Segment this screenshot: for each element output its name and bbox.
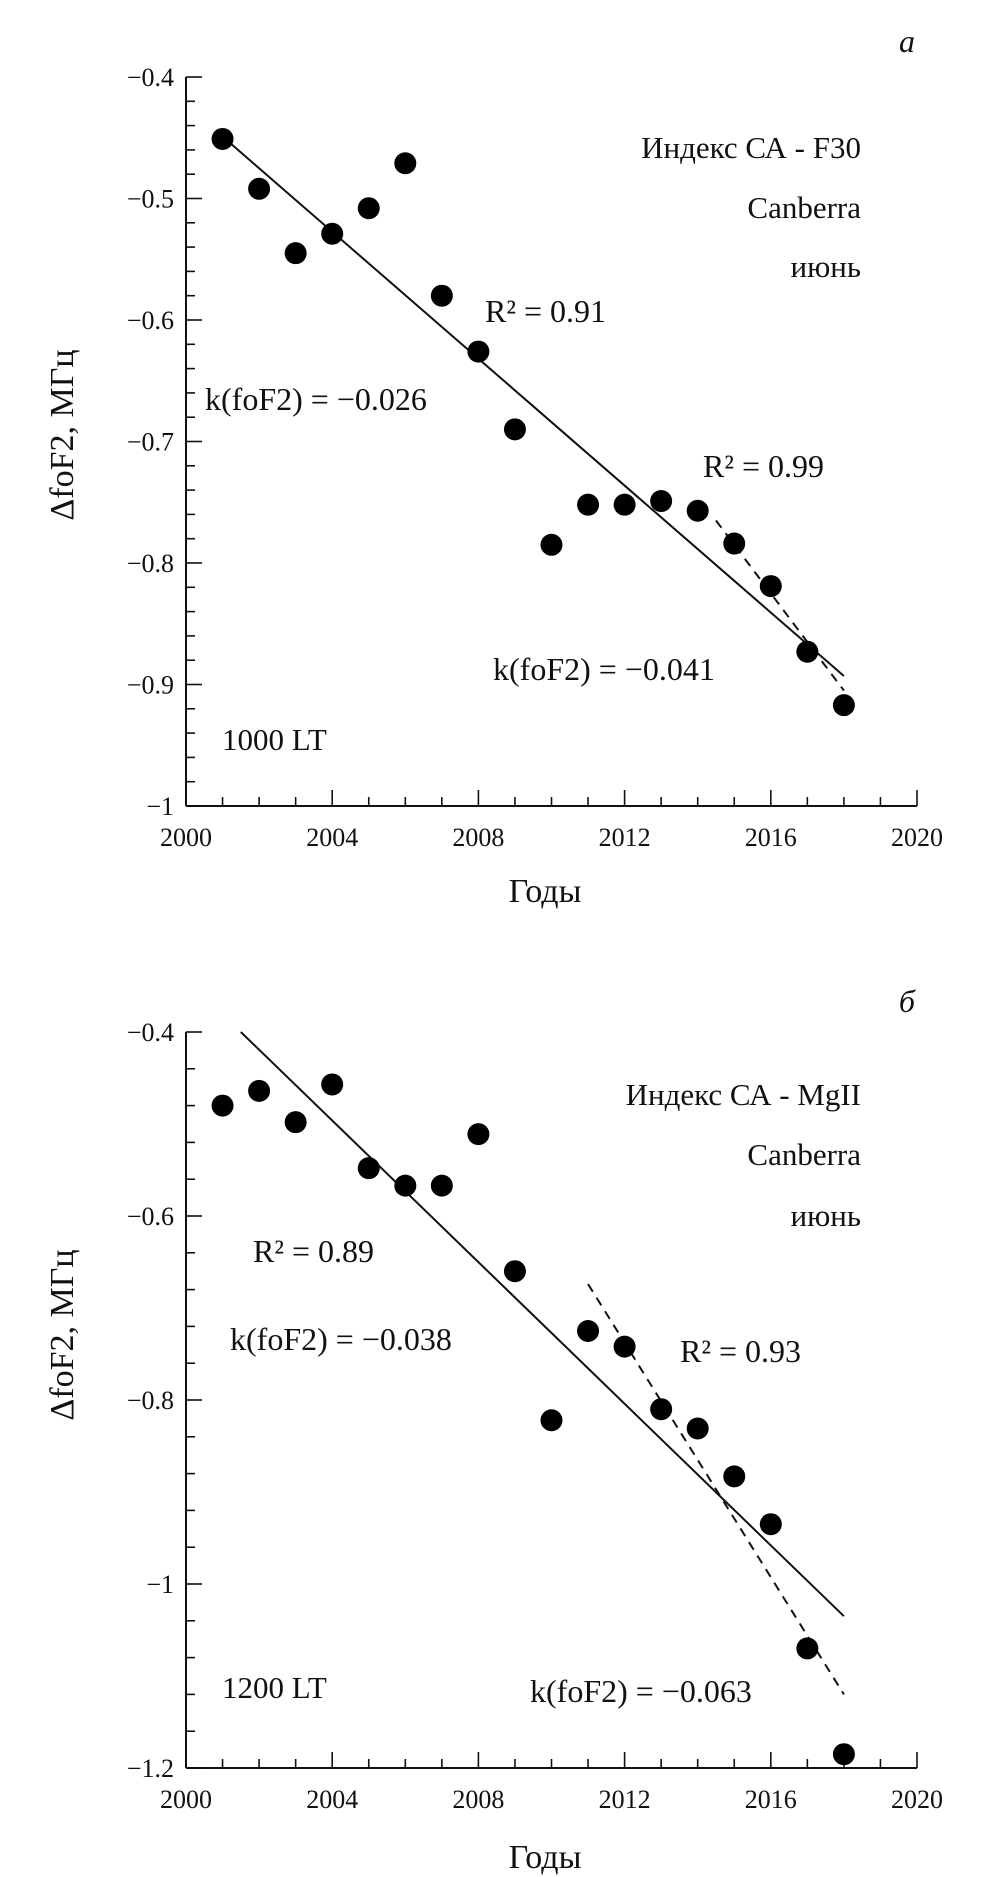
panel-a-point (540, 533, 563, 556)
panel-a-point (284, 242, 307, 265)
panel-b-point (284, 1111, 307, 1134)
panel-b-point (577, 1320, 600, 1342)
panel-b-point (321, 1073, 344, 1096)
panel-b-y-tick-label: −0.6 (127, 1202, 174, 1231)
panel-a-point (796, 640, 819, 663)
panel-a-station-label: Canberra (747, 190, 861, 225)
panel-a-point (577, 493, 600, 516)
panel-a-index-label: Индекс СА - F30 (641, 130, 861, 165)
panel-b-point (759, 1513, 782, 1536)
panel-a-k-tail: k(foF2) = −0.041 (493, 651, 715, 687)
panel-b-point (503, 1260, 526, 1283)
panel-a-point (503, 418, 526, 441)
panel-a-x-tick-label: 2004 (306, 823, 358, 852)
panel-b-point (540, 1409, 563, 1432)
panel-a-point (357, 197, 380, 220)
panel-a-y-axis-label: ΔfoF2, МГц (44, 349, 81, 520)
panel-b-point (430, 1174, 453, 1197)
panel-a-point (211, 127, 234, 150)
panel-b-r2-full: R² = 0.89 (253, 1233, 374, 1269)
panel-b-k-full: k(foF2) = −0.038 (230, 1321, 452, 1357)
panel-a-month-label: июнь (791, 249, 861, 284)
panel-b-x-tick-label: 2000 (160, 1785, 212, 1814)
panel-a-point (248, 177, 271, 200)
panel-b-point (248, 1079, 271, 1102)
panel-b-x-tick-label: 2008 (452, 1785, 504, 1814)
panel-b-x-tick-label: 2020 (891, 1785, 943, 1814)
panel-a-y-tick-label: −0.6 (127, 306, 174, 335)
panel-a-time-label: 1000 LT (222, 722, 327, 757)
panel-b-point (686, 1417, 709, 1440)
panel-b-y-tick-label: −1 (146, 1570, 174, 1599)
panel-a-y-tick-label: −1 (146, 792, 174, 821)
panel-b-month-label: июнь (791, 1198, 861, 1233)
panel-b-x-tick-label: 2016 (745, 1785, 797, 1814)
panel-a-y-tick-label: −0.5 (127, 185, 174, 214)
panel-a-y-tick-label: −0.4 (127, 63, 174, 92)
panel-a-point (467, 340, 490, 363)
panel-a-x-tick-label: 2008 (452, 823, 504, 852)
panel-b-point (394, 1174, 417, 1197)
panel-b-point (357, 1157, 380, 1180)
panel-a-point (686, 499, 709, 522)
panel-b-x-tick-label: 2004 (306, 1785, 358, 1814)
panel-a-point (759, 575, 782, 598)
panel-a-y-tick-label: −0.9 (127, 671, 174, 700)
panel-b-k-tail: k(foF2) = −0.063 (530, 1673, 752, 1709)
panel-a-index-text: Индекс СА - F30 (641, 130, 861, 165)
panel-a-point (832, 694, 855, 717)
panel-b-points (211, 1073, 855, 1766)
panel-b-y-tick-label: −0.8 (127, 1386, 174, 1415)
panel-a-y-tick-label: −0.7 (127, 428, 174, 457)
panel-a-x-tick-label: 2012 (599, 823, 651, 852)
panel-b-point (650, 1398, 673, 1421)
panel-b-point (211, 1094, 234, 1117)
panel-b-r2-tail: R² = 0.93 (680, 1333, 801, 1369)
panel-a-points (211, 127, 855, 717)
panel-b-time-label: 1200 LT (222, 1670, 327, 1705)
panel-a-point (613, 493, 636, 516)
panel-a-x-tick-label: 2016 (745, 823, 797, 852)
panel-a-r2-tail: R² = 0.99 (703, 448, 824, 484)
panel-b-y-tick-label: −1.2 (127, 1754, 174, 1783)
panel-b-point (832, 1743, 855, 1766)
panel-b-index-label: Индекс СА - MgII (626, 1077, 861, 1112)
panel-b-point (467, 1123, 490, 1146)
panel-a-point (430, 284, 453, 307)
panel-b-y-axis-label: ΔfoF2, МГц (44, 1249, 81, 1420)
panel-b-point (723, 1465, 746, 1488)
panel-a-x-tick-label: 2000 (160, 823, 212, 852)
panel-a-point (650, 490, 673, 513)
panel-b-fit-solid (240, 1031, 845, 1617)
panel-b-point (796, 1637, 819, 1660)
panel-a-x-tick-label: 2020 (891, 823, 943, 852)
panel-a-point (321, 222, 344, 245)
panel-b-point (613, 1335, 636, 1358)
panel-b-station-label: Canberra (747, 1137, 861, 1172)
panel-a-point (723, 532, 746, 555)
panel-a-label: а (899, 23, 915, 59)
panel-b-label: б (899, 983, 916, 1019)
panel-b-y-tick-label: −0.4 (127, 1018, 174, 1047)
panel-b-x-tick-label: 2012 (599, 1785, 651, 1814)
panel-a-x-axis-label: Годы (509, 873, 582, 910)
panel-b-x-axis-label: Годы (509, 1839, 582, 1876)
panel-a-k-full: k(foF2) = −0.026 (205, 381, 427, 417)
panel-a-point (394, 152, 417, 175)
panel-a-y-tick-label: −0.8 (127, 549, 174, 578)
panel-a-r2-full: R² = 0.91 (485, 293, 606, 329)
